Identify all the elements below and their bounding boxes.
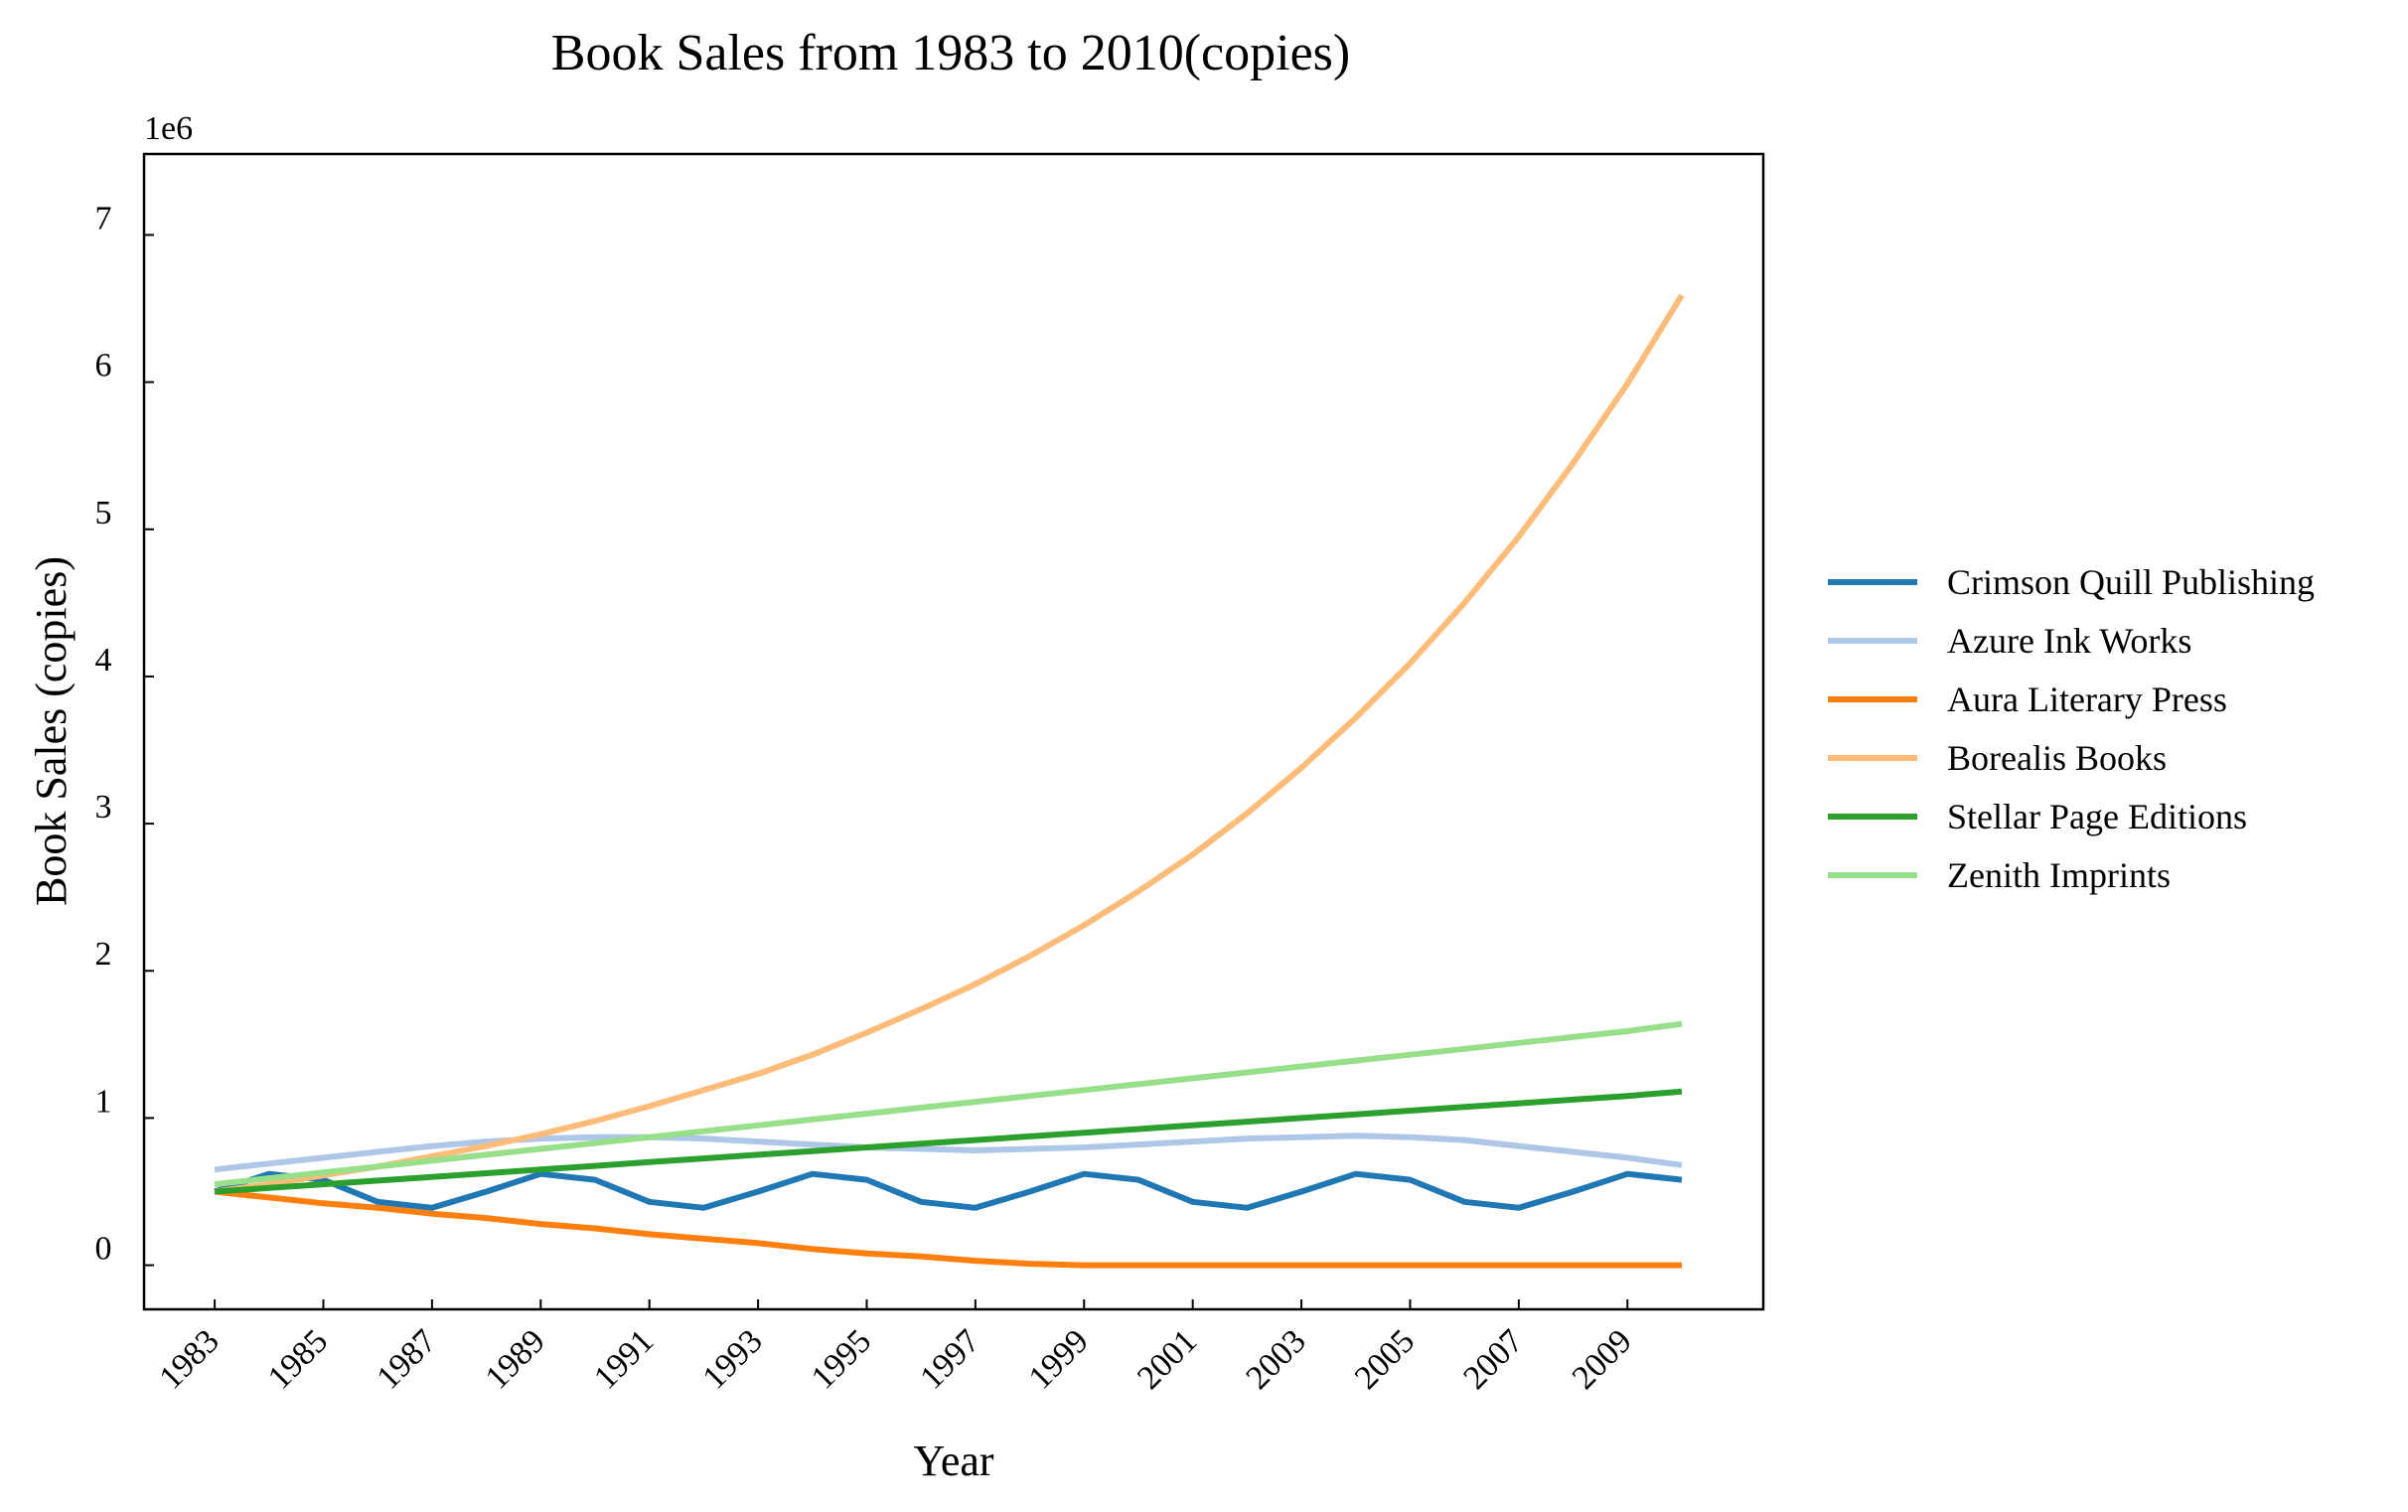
legend-item: Aura Literary Press	[1828, 680, 2227, 719]
x-axis-label: Year	[913, 1436, 993, 1485]
x-tick-label: 1997	[913, 1322, 986, 1396]
plot-area-frame	[142, 152, 1765, 1311]
legend-item: Crimson Quill Publishing	[1828, 562, 2315, 602]
legend: Crimson Quill Publishing Azure Ink Works A…	[1828, 562, 2315, 895]
chart-title: Book Sales from 1983 to 2010(copies)	[551, 25, 1350, 81]
x-tick-label: 2007	[1456, 1322, 1530, 1396]
series-layer	[214, 293, 1685, 1269]
y-tick-label: 7	[95, 200, 112, 236]
legend-item: Stellar Page Editions	[1828, 797, 2247, 836]
series-line-2	[214, 1188, 1682, 1269]
x-tick-label: 2005	[1348, 1322, 1422, 1396]
y-axis: 0 1 2 3 4 5 6 7	[95, 200, 154, 1268]
x-tick-label: 1983	[153, 1322, 226, 1396]
y-tick-label: 4	[95, 642, 112, 679]
legend-item: Borealis Books	[1828, 738, 2167, 778]
y-tick-label: 3	[95, 789, 112, 826]
series-line-3	[214, 293, 1685, 1195]
x-tick-label: 1985	[261, 1322, 335, 1396]
series-line-4	[214, 1088, 1683, 1195]
x-tick-label: 1995	[805, 1322, 878, 1396]
legend-label: Zenith Imprints	[1947, 855, 2171, 895]
legend-label: Borealis Books	[1947, 738, 2167, 778]
legend-label: Stellar Page Editions	[1947, 797, 2247, 836]
legend-label: Aura Literary Press	[1947, 680, 2227, 719]
y-tick-label: 5	[95, 495, 112, 531]
series-line-1	[214, 1133, 1683, 1173]
y-tick-label: 1	[95, 1083, 112, 1120]
series-line-5	[214, 1020, 1683, 1188]
series-line-0	[214, 1170, 1683, 1211]
x-tick-label: 2009	[1566, 1322, 1639, 1396]
x-tick-label: 2001	[1130, 1322, 1204, 1396]
legend-item: Zenith Imprints	[1828, 855, 2171, 895]
y-axis-offset-label: 1e6	[144, 110, 193, 147]
x-axis: 1983 1985 1987 1989 1991 1993 1995 1997 1999 2001…	[153, 1299, 1639, 1397]
legend-item: Azure Ink Works	[1828, 621, 2191, 661]
x-tick-label: 1987	[370, 1322, 443, 1396]
x-tick-label: 1993	[696, 1322, 770, 1396]
x-tick-label: 1991	[587, 1322, 661, 1396]
y-tick-label: 0	[95, 1231, 112, 1268]
y-tick-label: 2	[95, 936, 112, 973]
x-tick-label: 1999	[1022, 1322, 1096, 1396]
y-axis-label: Book Sales (copies)	[27, 556, 75, 906]
x-tick-label: 2003	[1240, 1322, 1313, 1396]
legend-label: Crimson Quill Publishing	[1947, 562, 2315, 602]
y-tick-label: 6	[95, 348, 112, 384]
x-tick-label: 1989	[479, 1322, 552, 1396]
legend-label: Azure Ink Works	[1947, 621, 2191, 661]
